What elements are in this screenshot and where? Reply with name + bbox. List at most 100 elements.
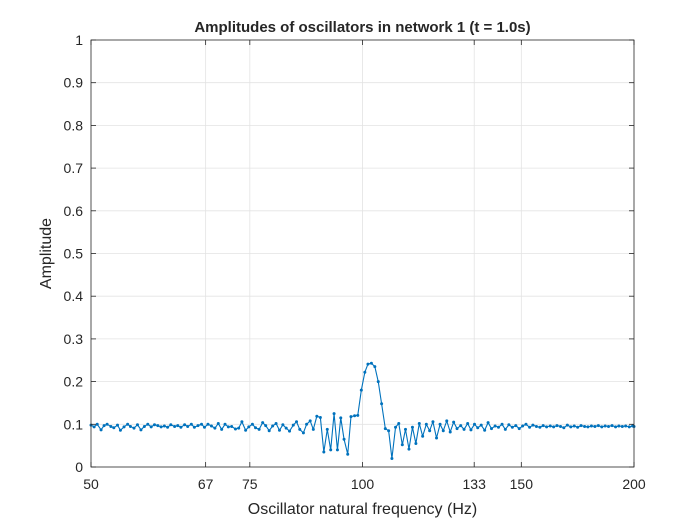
data-point	[390, 456, 394, 460]
data-point	[200, 422, 204, 426]
data-point	[576, 425, 580, 429]
data-point	[489, 427, 493, 431]
data-point	[510, 425, 514, 429]
data-point	[277, 428, 281, 432]
data-point	[572, 424, 576, 428]
data-point	[233, 427, 237, 431]
data-point	[346, 452, 350, 456]
data-point	[318, 415, 322, 419]
x-axis-label: Oscillator natural frequency (Hz)	[248, 501, 477, 518]
data-point	[281, 423, 285, 427]
data-point	[538, 425, 542, 429]
data-point	[435, 436, 439, 440]
data-point	[149, 425, 153, 429]
data-point	[257, 427, 261, 431]
data-point	[311, 427, 315, 431]
data-point	[500, 422, 504, 426]
data-point	[271, 424, 275, 428]
data-point	[438, 422, 442, 426]
data-point	[531, 423, 535, 427]
y-tick-label: 0.4	[64, 288, 84, 304]
data-point	[394, 425, 398, 429]
data-point	[528, 425, 532, 429]
y-tick-label: 0.7	[64, 160, 84, 176]
data-point	[517, 427, 521, 431]
data-point	[353, 414, 357, 418]
data-point	[102, 424, 106, 428]
data-point	[156, 424, 160, 428]
y-tick-label: 0.9	[64, 75, 84, 91]
data-point	[552, 425, 556, 429]
data-point	[448, 430, 452, 434]
data-point	[126, 422, 130, 426]
data-point	[116, 423, 119, 427]
data-point	[173, 424, 177, 428]
data-point	[476, 426, 480, 430]
data-point	[339, 416, 343, 420]
data-point	[284, 426, 288, 430]
data-point	[421, 434, 425, 438]
data-point	[565, 423, 569, 427]
data-point	[332, 412, 336, 416]
data-point	[596, 424, 600, 428]
data-point	[469, 428, 473, 432]
data-point	[202, 425, 206, 429]
data-point	[586, 425, 590, 429]
data-point	[414, 442, 418, 446]
data-point	[335, 448, 339, 452]
data-point	[627, 425, 631, 429]
data-point	[206, 422, 210, 426]
data-point	[610, 424, 614, 428]
y-tick-labels: 0 0.1 0.2 0.3 0.4 0.5 0.6 0.7 0.8 0.9 1	[64, 32, 84, 475]
data-point	[373, 365, 377, 369]
data-point	[291, 423, 295, 427]
data-point	[473, 422, 476, 426]
chart-title: Amplitudes of oscillators in network 1 (…	[194, 19, 530, 36]
data-point	[403, 427, 407, 431]
y-tick-label: 0.3	[64, 331, 84, 347]
data-point	[254, 426, 258, 430]
data-point	[216, 421, 220, 425]
data-point	[410, 425, 414, 429]
y-tick-label: 0.1	[64, 416, 84, 432]
data-point	[593, 424, 597, 428]
axis-ticks	[90, 39, 635, 468]
data-point	[146, 422, 150, 426]
data-point	[614, 425, 618, 429]
data-point	[169, 423, 173, 427]
data-point	[407, 447, 411, 451]
data-point	[176, 424, 180, 428]
data-point	[322, 450, 326, 454]
data-point	[99, 428, 103, 432]
data-point	[329, 448, 333, 452]
data-point	[186, 424, 190, 428]
data-point	[356, 413, 360, 417]
x-tick-label: 150	[510, 476, 534, 492]
data-point	[153, 423, 156, 427]
data-point	[548, 424, 552, 428]
y-tick-label: 0.6	[64, 203, 84, 219]
data-point	[496, 425, 500, 429]
data-point	[183, 423, 187, 427]
data-point	[493, 424, 497, 428]
y-tick-label: 0.5	[64, 246, 84, 262]
data-point	[579, 424, 583, 428]
data-point	[400, 443, 404, 447]
data-point	[387, 429, 391, 433]
data-point	[305, 422, 309, 426]
data-point	[196, 424, 200, 428]
data-point	[261, 421, 265, 425]
x-tick-label: 75	[242, 476, 258, 492]
data-point	[244, 428, 248, 432]
data-point	[166, 425, 170, 429]
data-point	[288, 429, 292, 433]
data-point	[189, 422, 193, 426]
data-point	[514, 424, 518, 428]
data-point	[226, 425, 230, 429]
data-point	[209, 424, 213, 428]
data-point	[92, 425, 96, 429]
data-point	[267, 429, 271, 433]
data-point	[298, 427, 302, 431]
data-point	[301, 431, 305, 435]
